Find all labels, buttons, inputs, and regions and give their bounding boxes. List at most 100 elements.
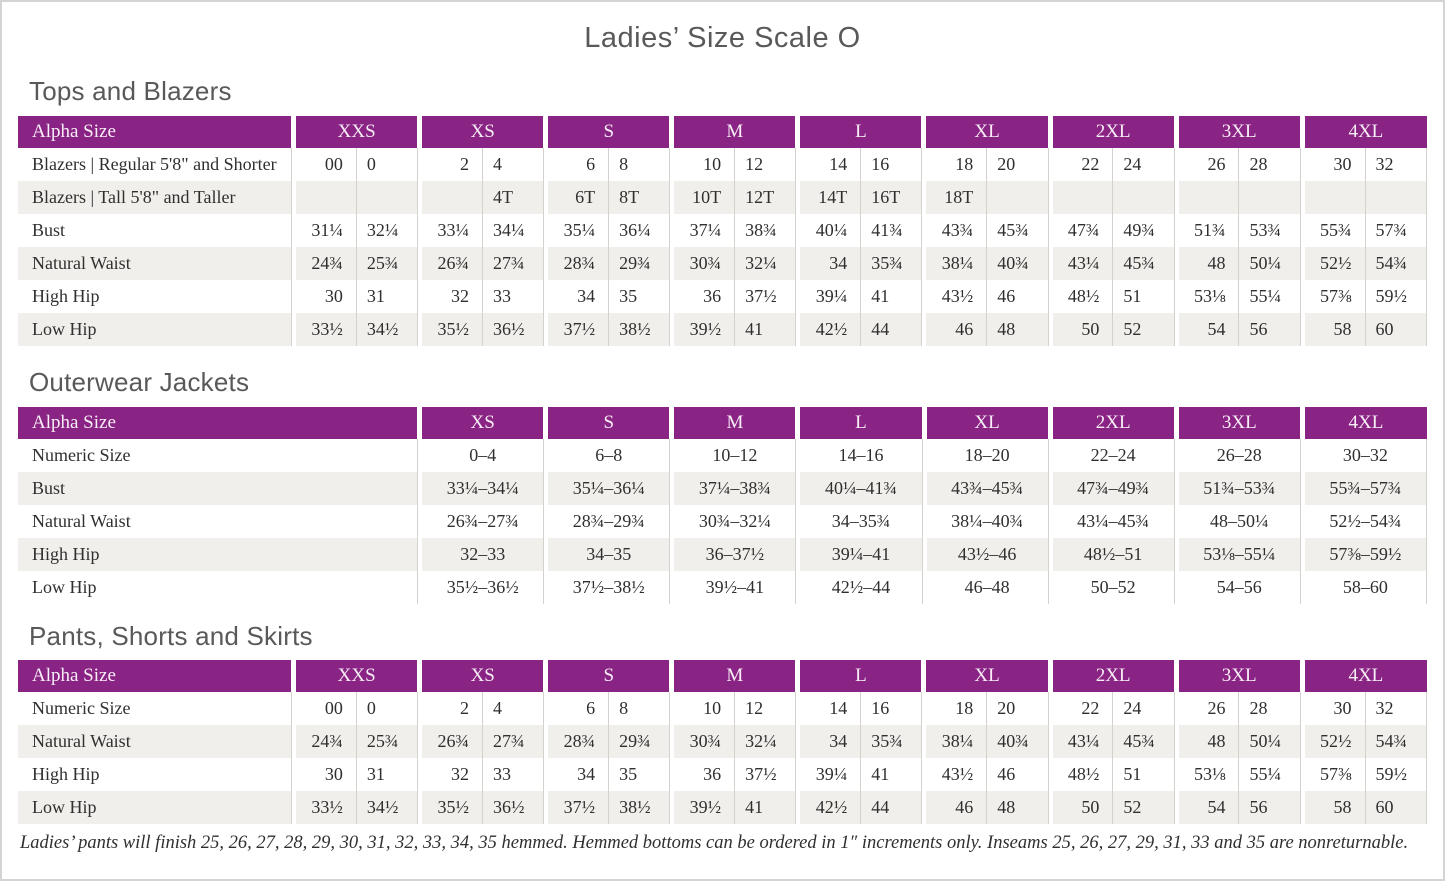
value-cell: 24¾	[292, 247, 356, 280]
value-cell: 30–32	[1300, 439, 1427, 472]
column-header-3xl: 3XL	[1174, 116, 1301, 148]
column-header-alpha-size: Alpha Size	[18, 116, 293, 148]
header-row: Alpha Size XXS XS S M L XL 2XL 3XL 4XL	[18, 116, 1427, 148]
value-cell: 43¼	[1048, 247, 1113, 280]
row-label: Numeric Size	[18, 439, 419, 472]
value-cell: 41	[860, 280, 923, 313]
value-cell: 45¾	[986, 214, 1049, 247]
value-cell: 38¼	[922, 725, 987, 758]
value-cell: 49¾	[1112, 214, 1175, 247]
value-cell: 44	[860, 313, 923, 346]
column-header-2xl: 2XL	[1048, 116, 1175, 148]
row-label: High Hip	[18, 280, 293, 313]
value-cell: 47¾	[1048, 214, 1113, 247]
value-cell: 36¼	[608, 214, 671, 247]
value-cell: 38¾	[734, 214, 797, 247]
value-cell: 39½–41	[670, 571, 797, 604]
value-cell	[292, 181, 356, 214]
value-cell: 54¾	[1364, 725, 1427, 758]
table-row: High Hip 30 31 32 33 34 35 36 37½ 39¼ 41 43½ 46 48½ 51…	[18, 280, 1427, 313]
value-cell: 28	[1238, 692, 1301, 725]
row-label: Low Hip	[18, 571, 419, 604]
value-cell: 52½	[1300, 725, 1365, 758]
table-row: High Hip 32–33 34–35 36–37½ 39¼–41 43½–46 48½–…	[18, 538, 1427, 571]
value-cell: 30	[292, 280, 356, 313]
value-cell: 20	[986, 148, 1049, 181]
value-cell: 55¾–57¾	[1300, 472, 1427, 505]
value-cell	[1364, 181, 1427, 214]
value-cell: 53⅛	[1174, 280, 1239, 313]
value-cell: 60	[1364, 313, 1427, 346]
row-label: Natural Waist	[18, 505, 419, 538]
value-cell: 56	[1238, 313, 1301, 346]
value-cell: 52	[1112, 791, 1175, 824]
row-label: Low Hip	[18, 313, 293, 346]
value-cell: 30	[292, 758, 356, 791]
value-cell: 18T	[922, 181, 987, 214]
value-cell: 30	[1300, 148, 1365, 181]
value-cell: 26	[1174, 148, 1239, 181]
column-header-l: L	[796, 116, 923, 148]
column-header-xxs: XXS	[292, 116, 419, 148]
value-cell: 51	[1112, 280, 1175, 313]
value-cell: 48–50¼	[1174, 505, 1301, 538]
value-cell: 50	[1048, 313, 1113, 346]
row-label: Natural Waist	[18, 247, 293, 280]
column-header-m: M	[670, 407, 797, 439]
value-cell: 12T	[734, 181, 797, 214]
value-cell: 16	[860, 692, 923, 725]
section-heading-tops-and-blazers: Tops and Blazers	[29, 76, 232, 106]
value-cell: 22–24	[1048, 439, 1175, 472]
column-header-xs: XS	[418, 116, 545, 148]
value-cell: 18	[922, 692, 987, 725]
header-row: Alpha Size XXS XS S M L XL 2XL 3XL 4XL	[18, 660, 1427, 692]
value-cell: 25¾	[355, 725, 419, 758]
value-cell: 30¾	[670, 247, 735, 280]
value-cell: 48½	[1048, 758, 1113, 791]
value-cell: 00	[292, 692, 356, 725]
value-cell: 32–33	[418, 538, 545, 571]
table-row: Low Hip 35½–36½ 37½–38½ 39½–41 42½–44 46–48 50…	[18, 571, 1427, 604]
value-cell: 28¾	[544, 247, 609, 280]
value-cell: 33¼–34¼	[418, 472, 545, 505]
value-cell	[1300, 181, 1365, 214]
value-cell: 43¼	[1048, 725, 1113, 758]
value-cell: 36½	[481, 791, 545, 824]
value-cell: 30	[1300, 692, 1365, 725]
column-header-xs: XS	[418, 407, 545, 439]
value-cell: 58	[1300, 313, 1365, 346]
column-header-xl: XL	[922, 116, 1049, 148]
column-header-xxs: XXS	[292, 660, 419, 692]
value-cell: 27¾	[481, 725, 545, 758]
value-cell: 54–56	[1174, 571, 1301, 604]
value-cell: 26¾	[418, 725, 482, 758]
page-title: Ladies’ Size Scale O	[584, 22, 861, 54]
value-cell: 57⅜	[1300, 758, 1365, 791]
value-cell: 35¼–36¼	[544, 472, 671, 505]
value-cell	[1112, 181, 1175, 214]
value-cell: 52½–54¾	[1300, 505, 1427, 538]
value-cell: 4	[481, 692, 545, 725]
value-cell: 33	[481, 280, 545, 313]
value-cell: 51¾	[1174, 214, 1239, 247]
value-cell: 48	[986, 791, 1049, 824]
value-cell: 29¾	[608, 247, 671, 280]
value-cell: 38¼–40¾	[922, 505, 1049, 538]
value-cell: 40¾	[986, 247, 1049, 280]
value-cell: 33¼	[418, 214, 482, 247]
value-cell: 24	[1112, 692, 1175, 725]
value-cell: 40¾	[986, 725, 1049, 758]
value-cell: 14T	[796, 181, 861, 214]
value-cell: 35	[608, 280, 671, 313]
value-cell: 34–35	[544, 538, 671, 571]
value-cell: 35	[608, 758, 671, 791]
column-header-m: M	[670, 660, 797, 692]
value-cell: 37¼	[670, 214, 735, 247]
value-cell: 36½	[481, 313, 545, 346]
column-header-alpha-size: Alpha Size	[18, 660, 293, 692]
value-cell: 33	[481, 758, 545, 791]
value-cell: 54	[1174, 313, 1239, 346]
value-cell: 32¼	[734, 247, 797, 280]
column-header-l: L	[796, 660, 923, 692]
